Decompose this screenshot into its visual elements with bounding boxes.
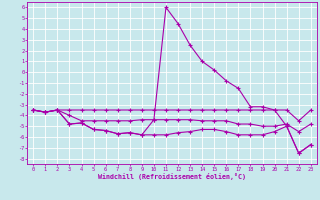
X-axis label: Windchill (Refroidissement éolien,°C): Windchill (Refroidissement éolien,°C) xyxy=(98,173,246,180)
